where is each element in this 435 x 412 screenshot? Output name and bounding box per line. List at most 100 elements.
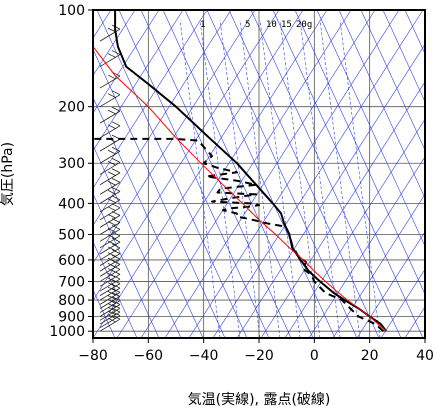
mixing-ratio-line: [179, 19, 221, 338]
x-tick-label: 40: [416, 348, 434, 364]
wind-barb: [99, 50, 121, 67]
adiabat-line: [93, 144, 182, 338]
adiabat-line: [118, 10, 270, 338]
mixing-ratio-line: [239, 19, 281, 338]
profile-lines: [93, 10, 388, 332]
wind-barbs: [99, 24, 121, 332]
wind-barb: [99, 249, 121, 266]
y-tick-label: 800: [58, 293, 85, 309]
mixing-ratio-line: [279, 19, 321, 338]
temperature-line: [114, 10, 388, 332]
y-tick-label: 900: [58, 309, 85, 325]
adiabat-line: [382, 10, 425, 103]
adiabat-line: [228, 10, 380, 338]
isotherm-line: [93, 10, 208, 189]
y-axis-title: 気圧(hPa): [0, 142, 16, 206]
isotherm-line: [93, 10, 184, 152]
x-tick-label: −60: [134, 348, 164, 364]
x-tick-label: −80: [78, 348, 108, 364]
isotherm-line: [380, 268, 425, 338]
isotherm-line: [332, 193, 425, 338]
wind-barb: [99, 203, 121, 221]
adiabat-line: [184, 10, 336, 338]
isotherm-line: [284, 118, 425, 338]
wind-barb: [99, 195, 121, 213]
isotherm-line: [93, 10, 232, 227]
wind-barb: [99, 71, 121, 89]
adiabat-line: [93, 48, 226, 338]
x-tick-label: −40: [189, 348, 219, 364]
isotherm-line: [164, 10, 376, 338]
mixing-ratio-label: 5: [245, 20, 250, 30]
x-axis: −80 −60 −40 −20 0 20 40: [78, 338, 434, 364]
wind-barb: [99, 224, 121, 242]
isotherm-line: [356, 231, 425, 338]
adiabat-line: [162, 10, 314, 338]
y-tick-label: 200: [58, 100, 85, 116]
isotherm-line: [429, 10, 435, 338]
adiabat-line: [338, 10, 425, 199]
wind-barb: [99, 187, 121, 204]
mixing-ratio-line: [199, 19, 241, 338]
wind-barb: [99, 90, 121, 108]
adiabat-line: [206, 10, 358, 338]
adiabat-line: [427, 10, 435, 338]
wind-barb: [99, 168, 121, 186]
adiabat-line: [404, 10, 425, 55]
wind-barb: [99, 106, 121, 124]
isotherm-line: [93, 10, 160, 114]
y-tick-label: 500: [58, 228, 85, 244]
mixing-ratio-line: [339, 19, 381, 338]
wind-barb: [99, 121, 121, 139]
mixing-ratio-line: [219, 19, 261, 338]
y-tick-label: 600: [58, 253, 85, 269]
isotherm-line: [212, 10, 424, 338]
mixing-ratio-line: [299, 19, 341, 338]
isotherm-line: [404, 306, 425, 338]
adiabat-line: [294, 10, 425, 295]
skewed-guide-lines: [93, 10, 435, 338]
isotherm-line: [93, 10, 304, 338]
x-tick-label: −20: [244, 348, 274, 364]
adiabat-line: [93, 241, 138, 338]
wind-barb: [99, 237, 121, 255]
mixing-ratio-line: [319, 19, 361, 338]
wind-barb: [99, 243, 121, 261]
mixing-ratio-label: 15: [281, 20, 292, 30]
adiabat-line: [140, 10, 292, 338]
wind-barb: [99, 158, 121, 175]
isotherm-line: [93, 10, 112, 39]
isotherm-line: [93, 10, 280, 302]
isotherm-line: [260, 81, 425, 338]
wind-barb: [99, 254, 121, 272]
mixing-ratio-line: [259, 19, 301, 338]
y-tick-label: 300: [58, 156, 85, 172]
adiabat-line: [93, 96, 204, 338]
mixing-ratio-label: 20g: [296, 20, 312, 30]
wind-barb: [99, 146, 121, 164]
grid: [93, 10, 425, 338]
x-tick-label: 20: [361, 348, 379, 364]
y-tick-label: 1000: [49, 324, 85, 340]
y-tick-label: 100: [58, 3, 85, 19]
y-tick-label: 700: [58, 274, 85, 290]
isotherm-line: [236, 43, 425, 338]
adiabat-line: [360, 10, 425, 151]
wind-barb: [99, 134, 121, 152]
wind-barb: [99, 178, 121, 195]
mixing-ratio-label: 10: [266, 20, 277, 30]
dewpoint-line: [93, 137, 385, 332]
y-tick-label: 400: [58, 196, 85, 212]
adiabat-line: [93, 192, 160, 338]
mixing-ratio-labels: 1 5 10 15 20g: [200, 20, 312, 30]
parcel-line: [93, 46, 387, 332]
adiabat-line: [250, 10, 402, 338]
wind-barb: [99, 274, 121, 292]
mixing-ratio-label: 1: [200, 20, 205, 30]
adiabat-line: [316, 10, 425, 247]
x-axis-title: 気温(実線), 露点(破線): [188, 392, 331, 408]
adiabat-line: [96, 10, 248, 338]
adiabat-line: [272, 10, 424, 338]
